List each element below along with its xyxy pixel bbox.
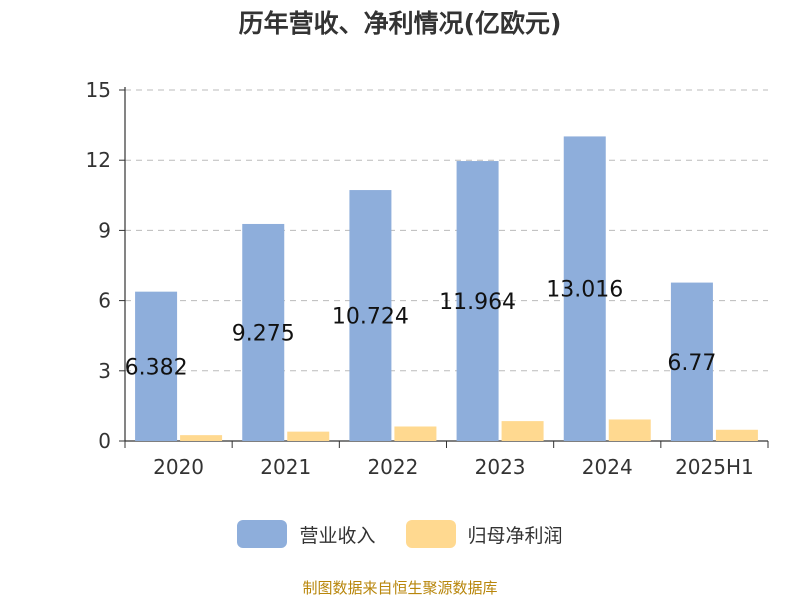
legend: 营业收入 归母净利润: [0, 520, 800, 548]
x-tick-label: 2024: [582, 455, 633, 479]
bar-net-profit: [287, 431, 330, 441]
bar-revenue: [563, 136, 606, 441]
legend-swatch-net-profit: [405, 520, 456, 548]
y-tick-label: 12: [86, 148, 111, 172]
x-tick-label: 2020: [153, 455, 204, 479]
bar-revenue: [242, 223, 285, 441]
data-label-revenue: 11.964: [439, 290, 516, 315]
bar-revenue: [670, 282, 713, 441]
chart-title: 历年营收、净利情况(亿欧元): [238, 9, 562, 38]
legend-item-revenue[interactable]: 营业收入: [237, 520, 376, 548]
bar-net-profit: [394, 426, 437, 441]
bar-net-profit: [715, 429, 758, 441]
data-source-note: 制图数据来自恒生聚源数据库: [302, 579, 498, 597]
data-label-revenue: 9.275: [232, 321, 295, 346]
bar-net-profit: [501, 421, 544, 441]
bar-revenue: [135, 291, 178, 441]
data-label-revenue: 10.724: [332, 305, 409, 330]
data-label-revenue: 6.382: [125, 355, 188, 380]
bar-net-profit: [180, 435, 223, 441]
x-tick-label: 2025H1: [675, 455, 754, 479]
bar-net-profit: [608, 419, 651, 441]
data-label-revenue: 6.77: [667, 351, 716, 376]
x-tick-label: 2023: [475, 455, 526, 479]
y-tick-label: 0: [98, 429, 111, 453]
legend-label-net-profit: 归母净利润: [467, 524, 563, 547]
y-tick-label: 15: [86, 78, 111, 102]
bar-revenue: [456, 161, 499, 441]
y-tick-label: 6: [98, 289, 111, 313]
x-tick-label: 2022: [367, 455, 418, 479]
legend-label-revenue: 营业收入: [299, 524, 376, 547]
y-tick-label: 9: [98, 218, 111, 242]
data-label-revenue: 13.016: [546, 278, 623, 303]
x-tick-label: 2021: [260, 455, 311, 479]
bar-revenue: [349, 190, 392, 441]
legend-item-net-profit[interactable]: 归母净利润: [405, 520, 563, 548]
y-tick-label: 3: [98, 359, 111, 383]
legend-swatch-revenue: [237, 520, 288, 548]
